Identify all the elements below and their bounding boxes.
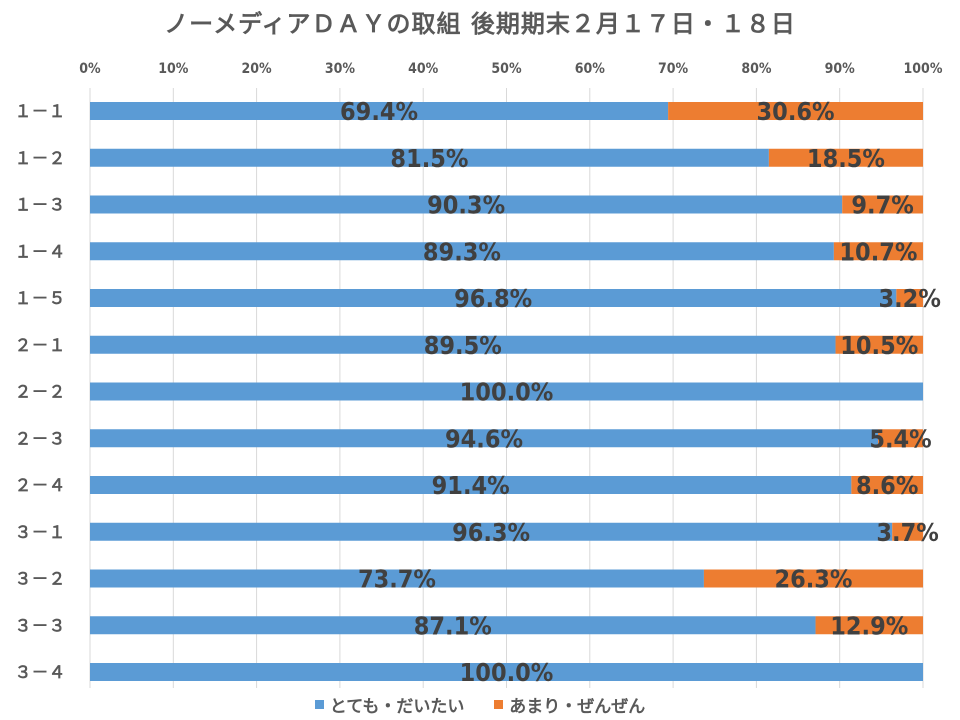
data-label-series-1: 73.7%: [358, 565, 436, 594]
y-category-label: ２－２: [15, 383, 66, 403]
data-label-series-2: 5.4%: [869, 424, 931, 453]
bar-segment-series-2: [833, 242, 923, 261]
x-tick-label: 50%: [491, 61, 522, 77]
bar-segment-series-1: [90, 195, 843, 214]
bar-segment-series-2: [878, 429, 923, 448]
bar-segment-series-1: [90, 289, 897, 307]
data-label-series-2: 8.6%: [856, 471, 918, 500]
data-label-series-1: 69.4%: [340, 97, 418, 126]
x-tick-label: 0%: [79, 61, 101, 77]
bar-segment-series-1: [90, 335, 836, 354]
legend-item-series-2: あまり・ぜんぜん: [494, 692, 645, 717]
data-label-series-1: 91.4%: [432, 471, 510, 500]
bar-segment-series-2: [896, 289, 923, 307]
bar-segment-series-1: [90, 616, 816, 635]
y-category-label: ３－３: [15, 616, 66, 636]
bar-segment-series-1: [90, 382, 923, 401]
bar-segment-series-2: [842, 195, 923, 214]
y-category-label: ２－４: [15, 476, 66, 496]
bar-segment-series-1: [90, 663, 923, 681]
x-tick-label: 10%: [158, 61, 189, 77]
y-category-label: ２－３: [15, 429, 66, 449]
data-label-series-1: 81.5%: [390, 144, 468, 173]
y-category-label: １－５: [15, 289, 66, 309]
bar-segment-series-2: [668, 102, 923, 120]
stacked-bar-chart: 0% 10% 20% 30% 40% 50% 60% 70% 80% 90% 100% １－１ １－２…: [15, 61, 943, 688]
data-labels: 69.4% 30.6% 81.5% 18.5% 90.3% 9.7% 89.3% 10.7% 9…: [340, 97, 941, 687]
bar-segment-series-2: [835, 335, 923, 354]
y-axis-categories: １－１ １－２ １－３ １－４ １－５ ２－１ ２－２ ２－３ ２－４ ３－１ ３－２ ３－３ ３－４: [15, 102, 66, 683]
x-tick-label: 30%: [325, 61, 356, 77]
data-label-series-2: 18.5%: [807, 144, 885, 173]
y-category-label: ３－２: [15, 570, 66, 590]
x-tick-label: 100%: [904, 61, 943, 77]
bar-segment-series-2: [815, 616, 923, 635]
y-category-label: ３－４: [15, 663, 66, 683]
bar-segment-series-1: [90, 148, 769, 167]
data-label-series-2: 26.3%: [774, 565, 852, 594]
data-label-series-2: 12.9%: [830, 611, 908, 640]
data-label-series-1: 100.0%: [460, 658, 554, 687]
y-category-label: ２－１: [15, 336, 66, 356]
data-label-series-2: 9.7%: [851, 191, 913, 220]
x-tick-label: 80%: [741, 61, 772, 77]
legend-swatch-series-1: [314, 700, 324, 709]
x-tick-label: 20%: [242, 61, 273, 77]
data-label-series-2: 10.7%: [839, 237, 917, 266]
bar-segment-series-1: [90, 522, 893, 541]
y-category-label: １－２: [15, 149, 66, 169]
y-category-label: １－１: [15, 102, 66, 122]
data-label-series-1: 94.6%: [445, 424, 523, 453]
y-category-label: １－４: [15, 242, 66, 262]
bar-segment-series-1: [90, 476, 852, 494]
bar-segment-series-1: [90, 242, 834, 261]
legend-label-series-2: あまり・ぜんぜん: [509, 697, 646, 717]
x-tick-label: 60%: [575, 61, 606, 77]
bar-segment-series-2: [703, 569, 923, 588]
bar-segment-series-2: [892, 522, 923, 541]
bar-segment-series-1: [90, 569, 704, 588]
data-label-series-1: 87.1%: [414, 611, 492, 640]
legend-label-series-1: とても・だいたい: [329, 697, 465, 717]
bars: [90, 102, 923, 681]
data-label-series-2: 3.7%: [876, 518, 938, 547]
bar-segment-series-1: [90, 102, 669, 120]
bar-segment-series-1: [90, 429, 879, 448]
x-tick-label: 40%: [408, 61, 439, 77]
data-label-series-1: 89.5%: [424, 331, 502, 360]
x-tick-label: 90%: [825, 61, 856, 77]
legend: とても・だいたい あまり・ぜんぜん: [0, 692, 960, 717]
legend-swatch-series-2: [494, 700, 504, 709]
data-label-series-1: 89.3%: [423, 237, 501, 266]
chart-title: ノーメディアＤＡＹの取組 後期期末２月１７日・１８日: [164, 10, 796, 38]
y-category-label: １－３: [15, 196, 66, 216]
data-label-series-1: 96.8%: [454, 284, 532, 313]
data-label-series-2: 3.2%: [878, 284, 940, 313]
legend-item-series-1: とても・だいたい: [314, 692, 465, 717]
y-category-label: ３－１: [15, 523, 66, 543]
x-tick-label: 70%: [658, 61, 689, 77]
data-label-series-1: 96.3%: [452, 518, 530, 547]
bar-segment-series-2: [851, 476, 923, 494]
data-label-series-1: 90.3%: [427, 191, 505, 220]
data-label-series-1: 100.0%: [460, 378, 554, 407]
x-axis-ticks: 0% 10% 20% 30% 40% 50% 60% 70% 80% 90% 100%: [79, 61, 943, 77]
data-label-series-2: 30.6%: [757, 97, 835, 126]
bar-segment-series-2: [768, 148, 923, 167]
data-label-series-2: 10.5%: [840, 331, 918, 360]
